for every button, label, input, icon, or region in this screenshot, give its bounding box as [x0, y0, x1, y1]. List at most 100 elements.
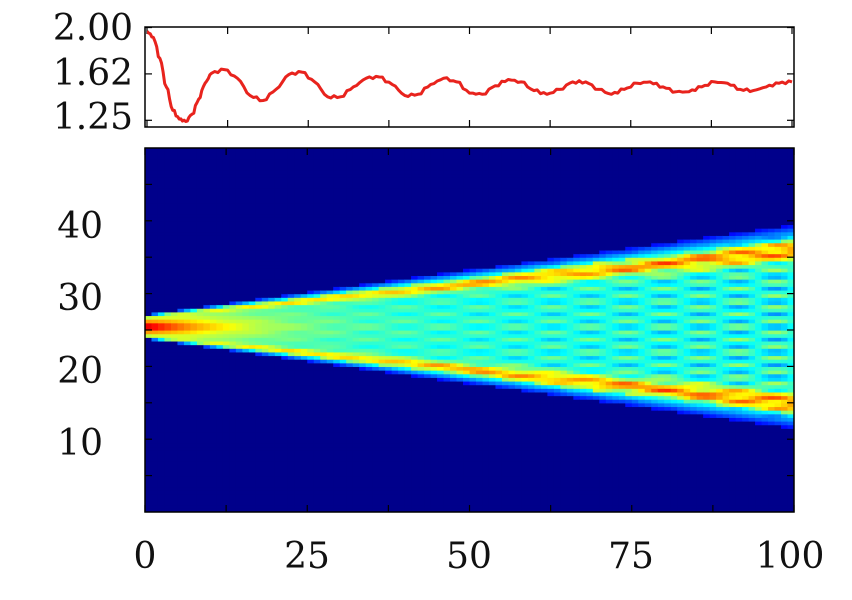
heatmap-cell [261, 453, 269, 458]
heatmap-cell [307, 279, 315, 284]
heatmap-cell [294, 402, 302, 408]
heatmap-cell [255, 257, 263, 262]
heatmap-cell [196, 304, 205, 309]
heatmap-cell [177, 373, 185, 378]
heatmap-cell [430, 158, 438, 164]
heatmap-cell [177, 399, 185, 404]
heatmap-cell [463, 399, 471, 404]
heatmap-cell [287, 326, 295, 331]
heatmap-cell [320, 351, 328, 357]
heatmap-cell [216, 206, 224, 211]
heatmap-cell [359, 271, 367, 276]
heatmap-cell [424, 428, 432, 433]
heatmap-cell [372, 169, 380, 175]
heatmap-cell [365, 188, 373, 193]
heatmap-cell [261, 340, 269, 346]
heatmap-cell [352, 220, 360, 226]
heatmap-cell [437, 279, 445, 284]
heatmap-cell [437, 348, 445, 353]
heatmap-cell [398, 282, 406, 287]
heatmap-cell [385, 475, 393, 480]
heatmap-cell [229, 461, 237, 466]
heatmap-cell [359, 319, 367, 324]
heatmap-cell [417, 151, 425, 156]
heatmap-cell [443, 395, 451, 400]
heatmap-cell [359, 442, 367, 448]
heatmap-cell [352, 442, 360, 448]
heatmap-cell [417, 279, 425, 284]
heatmap-cell [437, 268, 445, 273]
heatmap-cell [359, 206, 367, 211]
heatmap-cell [391, 479, 399, 484]
heatmap-cell [151, 246, 159, 251]
heatmap-cell [203, 289, 211, 295]
heatmap-cell [352, 184, 360, 189]
heatmap-cell [268, 282, 276, 287]
heatmap-cell [203, 217, 211, 222]
heatmap-cell [294, 355, 302, 360]
heatmap-cell [398, 471, 406, 477]
heatmap-cell [326, 220, 334, 226]
heatmap-cell [456, 235, 464, 240]
heatmap-cell [352, 217, 360, 222]
heatmap-cell [307, 348, 315, 353]
heatmap-cell [294, 195, 302, 200]
heatmap-cell [378, 330, 386, 335]
heatmap-cell [294, 351, 302, 357]
heatmap-cell [261, 282, 269, 287]
heatmap-cell [320, 308, 328, 313]
heatmap-cell [164, 268, 172, 273]
heatmap-cell [378, 158, 386, 164]
heatmap-cell [222, 439, 230, 444]
heatmap-cell [404, 417, 412, 422]
heatmap-cell [456, 410, 464, 415]
heatmap-cell [365, 169, 373, 175]
heatmap-cell [216, 264, 224, 269]
heatmap-cell [450, 322, 458, 327]
heatmap-cell [164, 180, 172, 185]
heatmap-cell [287, 395, 295, 400]
heatmap-cell [437, 177, 445, 182]
heatmap-cell [268, 417, 276, 422]
heatmap-cell [437, 249, 445, 255]
heatmap-cell [430, 373, 438, 378]
heatmap-cell [196, 490, 205, 495]
heatmap-cell [157, 351, 166, 357]
heatmap-cell [294, 377, 302, 382]
heatmap-cell [248, 315, 256, 320]
heatmap-cell [424, 304, 432, 309]
heatmap-cell [430, 344, 438, 349]
heatmap-cell [307, 231, 315, 236]
heatmap-cell [372, 468, 380, 473]
heatmap-cell [145, 239, 153, 244]
heatmap-cell [287, 493, 295, 499]
heatmap-cell [294, 479, 302, 484]
heatmap-cell [164, 202, 172, 207]
heatmap-cell [307, 450, 315, 455]
heatmap-cell [190, 486, 198, 491]
heatmap-cell [326, 380, 334, 386]
heatmap-cell [339, 439, 347, 444]
heatmap-cell [339, 359, 347, 364]
heatmap-cell [450, 446, 458, 451]
heatmap-cell [216, 399, 224, 404]
heatmap-cell [411, 220, 419, 226]
heatmap-cell [385, 431, 393, 437]
heatmap-cell [287, 162, 295, 167]
heatmap-cell [222, 468, 230, 473]
heatmap-cell [300, 501, 308, 506]
heatmap-cell [333, 202, 341, 207]
heatmap-cell [404, 242, 412, 247]
heatmap-cell [255, 249, 263, 255]
heatmap-cell [196, 435, 205, 440]
heatmap-cell [339, 461, 347, 466]
heatmap-cell [151, 315, 159, 320]
heatmap-cell [274, 504, 282, 509]
heatmap-cell [424, 151, 432, 156]
heatmap-cell [437, 180, 445, 185]
heatmap-cell [145, 257, 153, 262]
heatmap-cell [307, 479, 315, 484]
heatmap-cell [222, 311, 230, 317]
heatmap-cell [313, 330, 321, 335]
heatmap-cell [164, 402, 172, 408]
